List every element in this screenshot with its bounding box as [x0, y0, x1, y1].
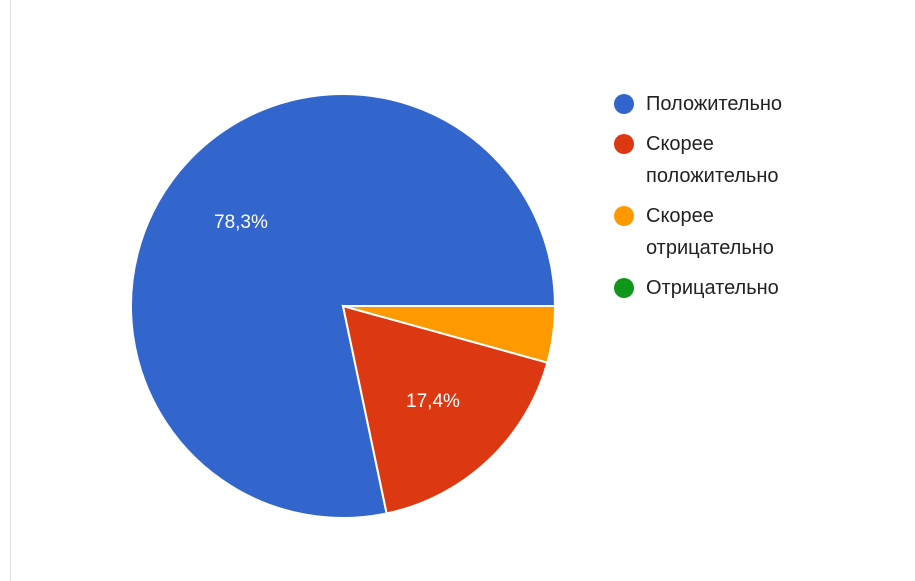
legend-swatch-icon — [614, 278, 634, 298]
legend-label: Положительно — [646, 93, 783, 115]
legend-swatch-icon — [614, 134, 634, 154]
legend-item-4[interactable]: Отрицательно — [614, 274, 904, 304]
legend-label: Скорее положительно — [646, 133, 779, 187]
left-divider — [10, 0, 11, 581]
legend-swatch-icon — [614, 206, 634, 226]
legend-item-2[interactable]: Скорее положительно — [614, 130, 904, 192]
chart-legend: Положительно Скорее положительно Скорее от… — [614, 90, 904, 314]
legend-swatch-icon — [614, 94, 634, 114]
slice-value-label-1: 78,3% — [214, 212, 268, 233]
slice-value-label-2: 17,4% — [406, 391, 460, 412]
legend-item-3[interactable]: Скорее отрицательно — [614, 202, 904, 264]
legend-item-1[interactable]: Положительно — [614, 90, 904, 120]
legend-label: Скорее отрицательно — [646, 205, 774, 259]
legend-label: Отрицательно — [646, 277, 779, 299]
pie-slice-3[interactable] — [342, 305, 557, 364]
pie-slice-2[interactable] — [341, 304, 549, 515]
